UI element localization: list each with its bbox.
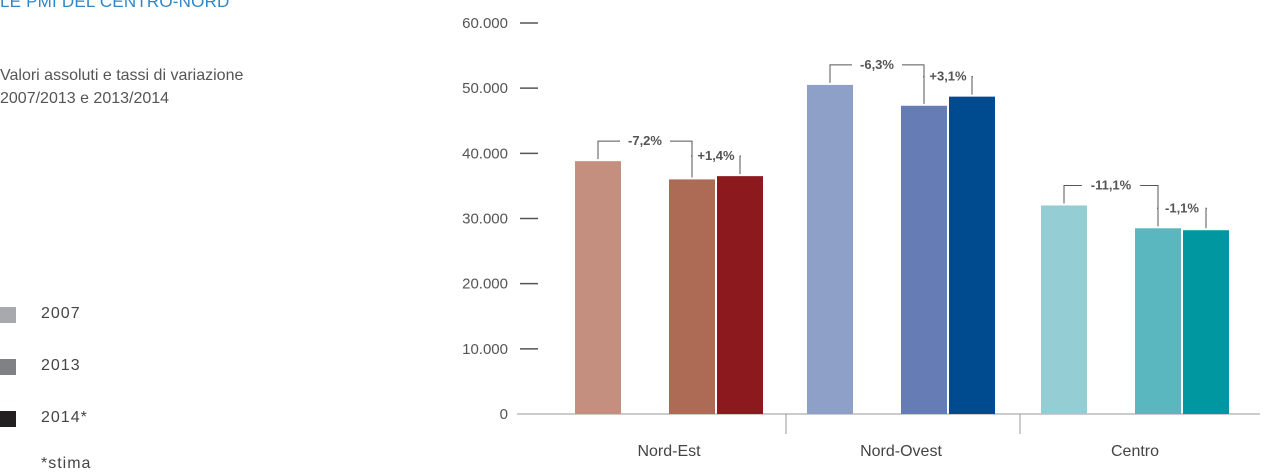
change-bracket [1140,184,1159,227]
bar-nord-est-2014 [717,176,763,414]
change-bracket [829,64,852,83]
bar-nord-ovest-2007 [807,84,853,415]
bar-nord-ovest-2013 [901,105,947,415]
change-bracket [923,76,925,104]
legend-swatch-2007 [0,307,16,323]
x-tick-label: Centro [1111,443,1159,460]
change-label: -11,1% [1091,177,1132,192]
y-tick-label: 20.000 [462,276,508,293]
change-bracket [1063,184,1082,204]
bar-centro-2007 [1041,205,1087,414]
change-label: -1,1% [1165,200,1199,215]
y-tick-label: 50.000 [462,80,508,97]
y-tick-label: 60.000 [462,15,508,32]
change-bracket [670,140,693,178]
change-label: -6,3% [860,57,894,72]
y-tick-label: 10.000 [462,341,508,358]
bar-centro-2014 [1183,230,1229,414]
change-label: -7,2% [628,133,662,148]
y-tick-label: 30.000 [462,211,508,228]
chart-subtitle: Valori assoluti e tassi di variazione 20… [0,64,360,110]
x-tick-label: Nord-Est [637,443,701,460]
subtitle-line-1: Valori assoluti e tassi di variazione [0,67,244,84]
change-bracket [597,140,620,160]
change-bracket [971,76,973,95]
change-bracket [739,155,741,175]
change-bracket [1205,207,1207,229]
change-label: +3,1% [929,69,967,84]
legend-swatch-2014 [0,411,16,427]
change-label: +1,4% [697,148,735,163]
y-tick-label: 40.000 [462,145,508,162]
legend-label-2007: 2007 [41,305,81,322]
subtitle-line-2: 2007/2013 e 2013/2014 [0,90,170,107]
legend-label-2014: 2014* [41,409,88,426]
change-bracket [902,64,925,104]
legend-swatch-2013 [0,359,16,375]
change-bracket [1157,207,1159,227]
bar-nord-est-2013 [669,179,715,414]
estimate-note: *stima [41,455,92,472]
legend-label-2013: 2013 [41,357,81,374]
bar-nord-ovest-2014 [949,96,995,414]
x-tick-label: Nord-Ovest [860,443,942,460]
y-tick-label: 0 [500,406,508,423]
bar-centro-2013 [1135,228,1181,414]
bar-nord-est-2007 [575,161,621,414]
change-bracket [691,155,693,178]
chart-title: LE PMI DEL CENTRO-NORD [0,0,230,11]
